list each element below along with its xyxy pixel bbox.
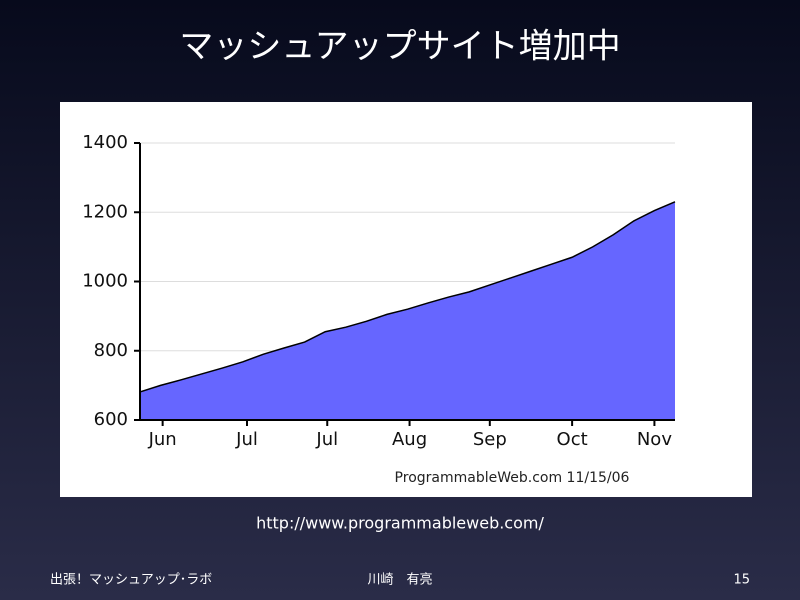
area bbox=[140, 201, 675, 420]
x-tick-label: Nov bbox=[637, 429, 672, 450]
slide-title: マッシュアップサイト増加中 bbox=[179, 27, 620, 67]
footer-center: 川崎 有亮 bbox=[367, 572, 432, 588]
y-tick-label: 600 bbox=[94, 409, 128, 430]
x-tick-label: Jun bbox=[148, 429, 177, 450]
url: http://www.programmableweb.com/ bbox=[256, 514, 544, 533]
y-tick-label: 1400 bbox=[82, 132, 128, 153]
x-tick-label: Sep bbox=[473, 429, 507, 450]
x-tick-label: Aug bbox=[392, 429, 427, 450]
chart-annotation: ProgrammableWeb.com 11/15/06 bbox=[395, 470, 630, 486]
y-tick-label: 800 bbox=[94, 340, 128, 361]
plot: 600 800 1000 1200 1400 Jun Jul Jul Aug Sep Oct Nov bbox=[82, 132, 676, 450]
y-tick-label: 1000 bbox=[82, 271, 128, 292]
footer-left: 出張！マッシュアップ･ラボ bbox=[50, 573, 212, 588]
area-line bbox=[139, 201, 676, 393]
x-tick-label: Jul bbox=[235, 429, 258, 450]
x-tick-label: Jul bbox=[315, 429, 338, 450]
page-number: 15 bbox=[733, 573, 750, 588]
x-tick-label: Oct bbox=[557, 429, 588, 450]
y-tick-label: 1200 bbox=[82, 201, 128, 222]
